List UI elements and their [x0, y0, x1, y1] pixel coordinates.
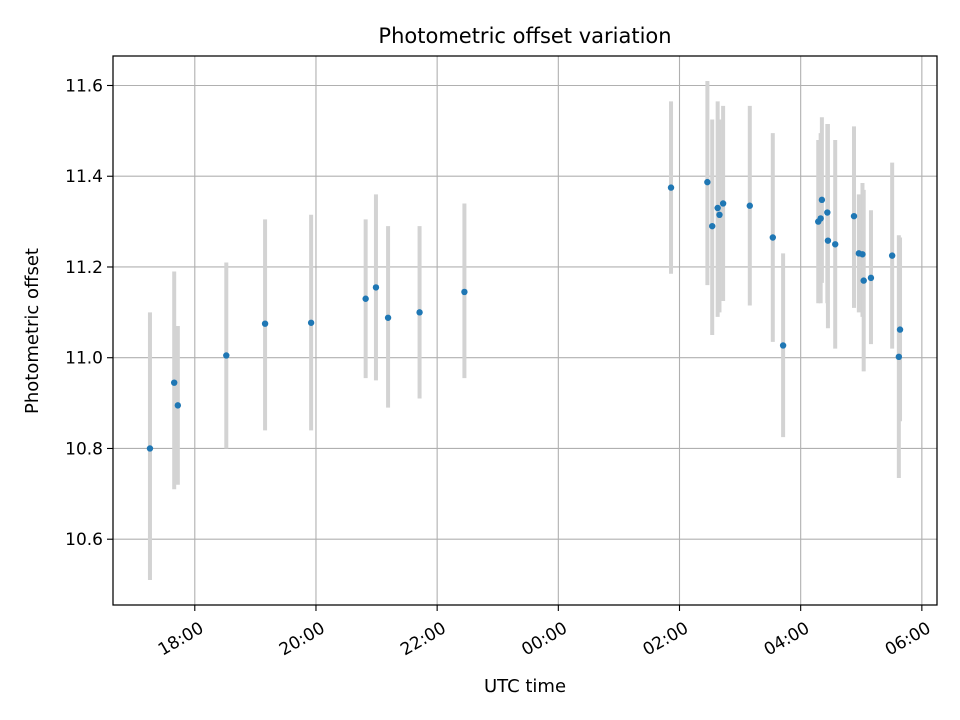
- data-point: [709, 222, 716, 230]
- data-point: [818, 196, 826, 204]
- data-point: [716, 211, 723, 219]
- data-point: [174, 402, 182, 409]
- y-tick-label: 10.6: [65, 530, 103, 550]
- y-tick-label: 11.0: [65, 349, 103, 369]
- chart-title: Photometric offset variation: [378, 24, 671, 48]
- data-point: [817, 215, 824, 222]
- data-point: [307, 319, 315, 326]
- data-point: [719, 200, 727, 207]
- data-point: [824, 237, 832, 244]
- plot-area: [113, 56, 937, 605]
- data-point: [860, 277, 867, 284]
- data-point: [372, 284, 380, 291]
- data-point: [223, 352, 230, 359]
- data-point: [888, 252, 896, 259]
- y-tick-label: 11.2: [65, 258, 103, 278]
- plot-frame: [112, 55, 938, 606]
- data-point: [261, 320, 269, 327]
- data-point: [170, 379, 178, 386]
- data-point: [895, 353, 903, 361]
- y-tick-label: 11.4: [65, 167, 103, 187]
- data-point: [362, 295, 369, 302]
- data-point: [896, 326, 904, 333]
- data-point: [384, 314, 392, 321]
- data-point: [416, 309, 423, 316]
- data-point: [769, 234, 777, 241]
- y-axis-label: Photometric offset: [22, 248, 43, 414]
- data-point: [714, 204, 721, 212]
- y-tick-label: 10.8: [65, 439, 103, 459]
- data-point: [146, 445, 154, 452]
- y-tick-label: 11.6: [65, 76, 103, 96]
- data-point: [859, 251, 866, 258]
- data-point: [461, 288, 468, 296]
- y-axis-ticks: 10.6 10.8 11.0 11.2 11.4 11.6: [65, 76, 113, 550]
- data-point: [850, 212, 858, 220]
- data-point: [867, 274, 875, 282]
- data-point: [824, 209, 831, 216]
- data-points: [146, 178, 904, 452]
- data-point: [832, 241, 839, 248]
- data-point: [667, 184, 675, 191]
- data-point: [704, 178, 711, 186]
- data-point: [779, 342, 787, 349]
- x-axis-label: UTC time: [484, 676, 566, 697]
- data-point: [746, 202, 753, 209]
- grid-lines: [113, 56, 937, 605]
